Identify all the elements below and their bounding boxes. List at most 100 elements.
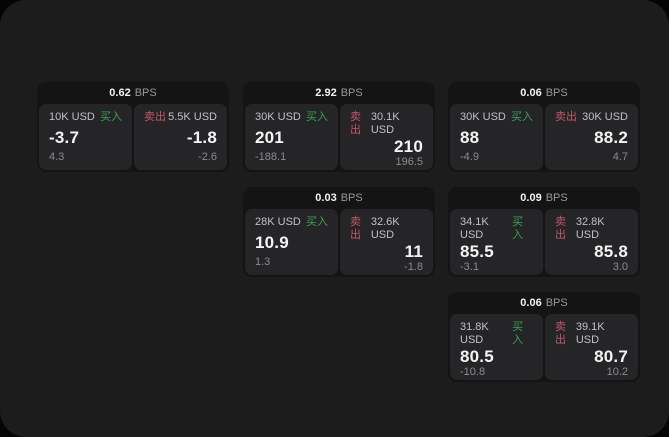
- sell-amount: 32.8K USD: [575, 216, 605, 241]
- sell-quote-panel[interactable]: 卖出 32.8K USD 85.8 3.0: [545, 209, 638, 275]
- sell-side-label: 卖出: [144, 111, 166, 123]
- sell-sub-value: 3.0: [612, 261, 628, 273]
- buy-quote-panel[interactable]: 28K USD 买入 10.9 1.3: [245, 209, 338, 275]
- buy-price: -3.7: [49, 128, 80, 147]
- sell-price: -1.8: [186, 128, 217, 147]
- card-header: 0.06 BPS: [448, 292, 640, 314]
- sell-sub-value: 4.7: [612, 151, 628, 163]
- buy-side-label: 买入: [306, 216, 328, 228]
- buy-panel-top: 28K USD 买入: [255, 216, 328, 229]
- bps-value: 0.03: [315, 192, 337, 204]
- bps-unit-label: BPS: [545, 87, 568, 99]
- sell-side-label: 卖出: [350, 216, 361, 241]
- bps-unit-label: BPS: [545, 297, 568, 309]
- buy-quote-panel[interactable]: 30K USD 买入 88 -4.9: [450, 104, 543, 170]
- buy-amount: 30K USD: [255, 111, 301, 123]
- buy-sub-value: -3.1: [460, 261, 479, 273]
- buy-quote-panel[interactable]: 10K USD 买入 -3.7 4.3: [39, 104, 132, 170]
- buy-amount: 31.8K USD: [460, 321, 489, 346]
- quote-card: 0.09 BPS 34.1K USD 买入 85.5 -3.1 卖出 32.8K…: [448, 187, 640, 277]
- buy-sub-value: 1.3: [255, 256, 271, 268]
- bps-value: 0.06: [520, 297, 542, 309]
- card-panels: 34.1K USD 买入 85.5 -3.1 卖出 32.8K USD 85.8…: [448, 209, 640, 277]
- buy-panel-top: 31.8K USD 买入: [460, 321, 533, 347]
- sell-quote-panel[interactable]: 卖出 5.5K USD -1.8 -2.6: [134, 104, 227, 170]
- sell-amount: 5.5K USD: [168, 111, 217, 123]
- buy-panel-top: 30K USD 买入: [460, 111, 533, 124]
- buy-quote-panel[interactable]: 34.1K USD 买入 85.5 -3.1: [450, 209, 543, 275]
- sell-price: 210: [394, 137, 423, 156]
- bps-value: 0.06: [520, 87, 542, 99]
- buy-sub-value: -4.9: [460, 151, 479, 163]
- card-header: 2.92 BPS: [243, 82, 435, 104]
- quote-card: 2.92 BPS 30K USD 买入 201 -188.1 卖出 30.1K …: [243, 82, 435, 172]
- quote-card: 0.62 BPS 10K USD 买入 -3.7 4.3 卖出 5.5K USD…: [37, 82, 229, 172]
- buy-price: 88: [460, 128, 480, 147]
- sell-side-label: 卖出: [555, 216, 566, 241]
- quote-card: 0.06 BPS 31.8K USD 买入 80.5 -10.8 卖出 39.1…: [448, 292, 640, 382]
- buy-price: 10.9: [255, 233, 289, 252]
- sell-price: 85.8: [594, 242, 628, 261]
- quote-card: 0.03 BPS 28K USD 买入 10.9 1.3 卖出 32.6K US…: [243, 187, 435, 277]
- buy-price: 85.5: [460, 242, 494, 261]
- sell-panel-top: 卖出 32.6K USD: [350, 216, 423, 242]
- sell-quote-panel[interactable]: 卖出 30.1K USD 210 196.5: [340, 104, 433, 170]
- buy-panel-top: 30K USD 买入: [255, 111, 328, 124]
- sell-amount: 32.6K USD: [370, 216, 400, 241]
- card-panels: 30K USD 买入 201 -188.1 卖出 30.1K USD 210 1…: [243, 104, 435, 172]
- buy-amount: 34.1K USD: [460, 216, 489, 241]
- buy-side-label: 买入: [512, 216, 524, 241]
- sell-amount: 39.1K USD: [575, 321, 605, 346]
- buy-amount: 10K USD: [49, 111, 95, 123]
- buy-side-label: 买入: [306, 111, 328, 123]
- sell-price: 80.7: [594, 347, 628, 366]
- card-panels: 31.8K USD 买入 80.5 -10.8 卖出 39.1K USD 80.…: [448, 314, 640, 382]
- bps-value: 0.62: [109, 87, 131, 99]
- buy-amount: 28K USD: [255, 216, 301, 228]
- bps-value: 0.09: [520, 192, 542, 204]
- sell-quote-panel[interactable]: 卖出 39.1K USD 80.7 10.2: [545, 314, 638, 380]
- buy-sub-value: -10.8: [460, 366, 486, 378]
- sell-amount: 30K USD: [582, 111, 628, 123]
- card-panels: 28K USD 买入 10.9 1.3 卖出 32.6K USD 11 -1.8: [243, 209, 435, 277]
- buy-side-label: 买入: [511, 111, 533, 123]
- bps-unit-label: BPS: [340, 192, 363, 204]
- card-header: 0.03 BPS: [243, 187, 435, 209]
- buy-panel-top: 34.1K USD 买入: [460, 216, 533, 242]
- sell-panel-top: 卖出 30K USD: [555, 111, 628, 124]
- sell-sub-value: 196.5: [395, 156, 423, 168]
- buy-panel-top: 10K USD 买入: [49, 111, 122, 124]
- sell-side-label: 卖出: [350, 111, 361, 136]
- sell-quote-panel[interactable]: 卖出 30K USD 88.2 4.7: [545, 104, 638, 170]
- sell-quote-panel[interactable]: 卖出 32.6K USD 11 -1.8: [340, 209, 433, 275]
- buy-quote-panel[interactable]: 31.8K USD 买入 80.5 -10.8: [450, 314, 543, 380]
- buy-side-label: 买入: [512, 321, 524, 346]
- buy-price: 80.5: [460, 347, 494, 366]
- buy-amount: 30K USD: [460, 111, 506, 123]
- sell-amount: 30.1K USD: [370, 111, 400, 136]
- buy-side-label: 买入: [100, 111, 122, 123]
- card-header: 0.06 BPS: [448, 82, 640, 104]
- bps-unit-label: BPS: [134, 87, 157, 99]
- sell-price: 88.2: [594, 128, 628, 147]
- buy-price: 201: [255, 128, 284, 147]
- buy-quote-panel[interactable]: 30K USD 买入 201 -188.1: [245, 104, 338, 170]
- bps-value: 2.92: [315, 87, 337, 99]
- buy-sub-value: -188.1: [255, 151, 287, 163]
- card-header: 0.62 BPS: [37, 82, 229, 104]
- sell-panel-top: 卖出 30.1K USD: [350, 111, 423, 137]
- card-panels: 10K USD 买入 -3.7 4.3 卖出 5.5K USD -1.8 -2.…: [37, 104, 229, 172]
- sell-panel-top: 卖出 5.5K USD: [144, 111, 217, 124]
- sell-panel-top: 卖出 39.1K USD: [555, 321, 628, 347]
- sell-price: 11: [404, 242, 423, 261]
- sell-side-label: 卖出: [555, 321, 566, 346]
- quote-card: 0.06 BPS 30K USD 买入 88 -4.9 卖出 30K USD 8…: [448, 82, 640, 172]
- card-header: 0.09 BPS: [448, 187, 640, 209]
- sell-sub-value: 10.2: [606, 366, 628, 378]
- bps-unit-label: BPS: [545, 192, 568, 204]
- sell-sub-value: -1.8: [404, 261, 423, 273]
- buy-sub-value: 4.3: [49, 151, 65, 163]
- card-panels: 30K USD 买入 88 -4.9 卖出 30K USD 88.2 4.7: [448, 104, 640, 172]
- sell-sub-value: -2.6: [198, 151, 217, 163]
